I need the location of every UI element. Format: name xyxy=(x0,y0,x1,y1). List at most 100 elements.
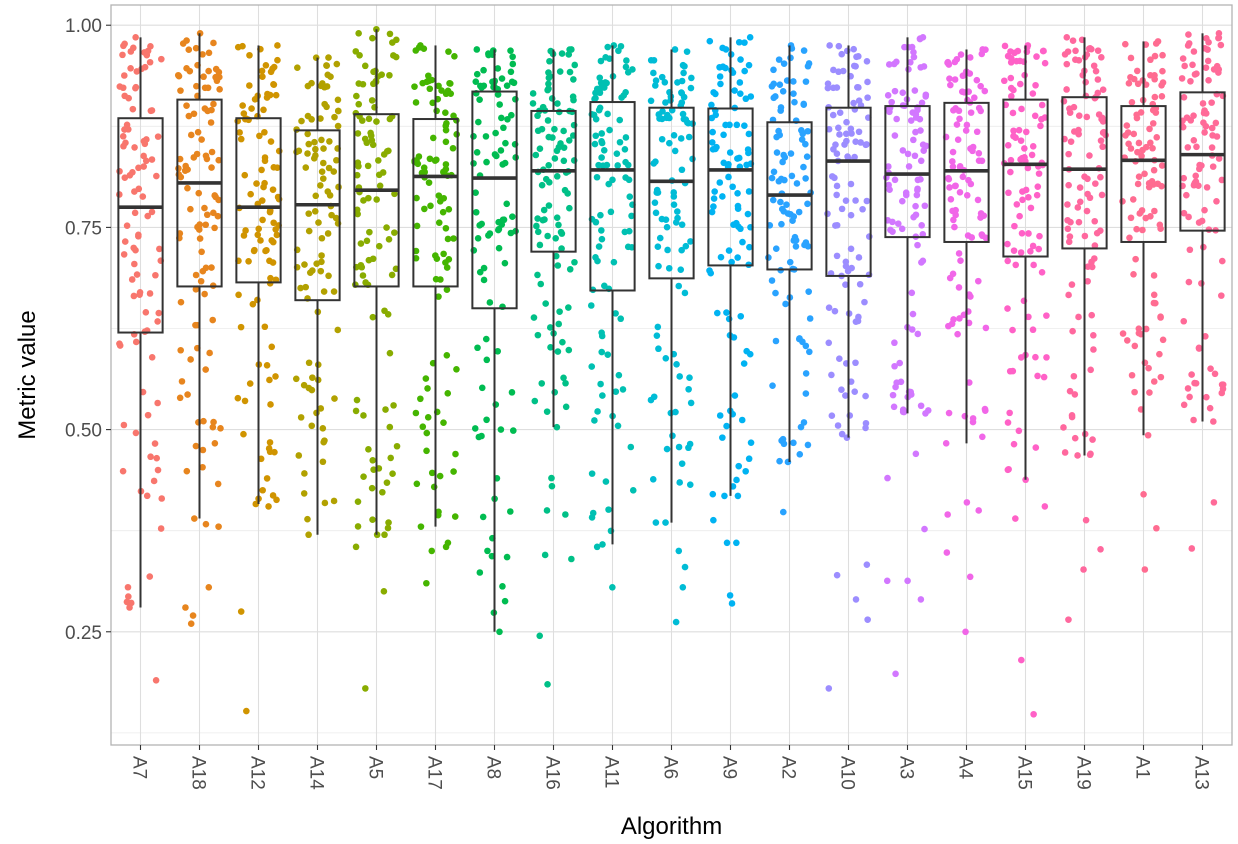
data-point xyxy=(781,154,789,161)
data-point xyxy=(850,99,857,107)
data-point xyxy=(1151,52,1159,60)
data-point xyxy=(411,83,418,90)
data-point xyxy=(362,685,369,692)
data-point xyxy=(770,168,778,176)
data-point xyxy=(258,67,266,75)
data-point xyxy=(320,288,328,295)
data-point xyxy=(202,366,209,373)
data-point xyxy=(1159,51,1166,59)
data-point xyxy=(1123,337,1131,344)
data-point xyxy=(610,258,618,266)
data-point xyxy=(428,547,436,555)
data-point xyxy=(706,267,713,274)
data-point xyxy=(423,78,431,86)
data-point xyxy=(1091,242,1099,249)
data-point xyxy=(955,250,963,257)
data-point xyxy=(362,279,369,286)
data-point xyxy=(373,196,380,203)
data-point xyxy=(184,166,191,173)
data-point xyxy=(211,192,219,199)
y-axis: 0.25 0.50 0.75 1.00 xyxy=(65,16,111,644)
data-point xyxy=(1133,114,1141,122)
data-point xyxy=(217,425,224,432)
data-point xyxy=(1215,34,1222,42)
data-point xyxy=(896,359,903,367)
data-point xyxy=(131,144,138,151)
data-point xyxy=(1065,291,1072,299)
data-point xyxy=(412,99,420,106)
data-point xyxy=(319,175,327,182)
data-point xyxy=(1069,327,1076,335)
data-point xyxy=(200,417,207,425)
data-point xyxy=(566,265,574,273)
data-point xyxy=(357,240,365,247)
data-point xyxy=(556,68,564,75)
data-point xyxy=(1071,391,1079,398)
data-point xyxy=(659,108,666,115)
data-point xyxy=(804,200,811,208)
data-point xyxy=(368,97,376,104)
data-point xyxy=(536,632,544,640)
data-point xyxy=(686,374,693,382)
data-point xyxy=(681,563,689,571)
data-point xyxy=(825,125,833,133)
data-point xyxy=(673,361,680,368)
data-point xyxy=(201,84,209,92)
data-point xyxy=(656,115,663,122)
data-point xyxy=(1218,257,1226,265)
data-point xyxy=(733,476,740,484)
data-point xyxy=(1082,78,1089,86)
data-point xyxy=(250,247,258,255)
data-point xyxy=(475,118,482,126)
data-point xyxy=(1032,444,1040,451)
data-point xyxy=(294,64,301,71)
data-point xyxy=(1150,378,1158,385)
data-point xyxy=(622,89,629,96)
data-point xyxy=(596,74,604,82)
data-point xyxy=(501,597,509,605)
data-point xyxy=(622,134,630,141)
data-point xyxy=(367,129,374,137)
data-point xyxy=(686,481,694,488)
data-point xyxy=(1098,191,1106,199)
data-point xyxy=(1010,440,1018,448)
data-point xyxy=(680,115,688,123)
data-point xyxy=(835,42,843,50)
box-iqr xyxy=(1061,96,1108,250)
data-point xyxy=(1092,180,1099,187)
data-point xyxy=(592,218,600,226)
data-point xyxy=(884,474,891,482)
data-point xyxy=(902,191,910,199)
data-point xyxy=(662,354,670,362)
data-point xyxy=(743,347,750,355)
data-point xyxy=(597,79,605,87)
data-point xyxy=(952,206,959,214)
data-point xyxy=(480,66,487,74)
data-point xyxy=(453,365,460,373)
data-point xyxy=(1017,80,1024,88)
data-point xyxy=(979,433,986,441)
data-point xyxy=(426,155,434,163)
data-point xyxy=(949,270,957,278)
data-point xyxy=(624,243,632,251)
data-point xyxy=(1188,371,1195,378)
data-point xyxy=(770,80,778,88)
data-point xyxy=(184,391,191,398)
box-iqr xyxy=(589,101,636,292)
data-point xyxy=(305,359,313,367)
data-point xyxy=(899,408,907,416)
data-point xyxy=(538,181,546,189)
data-point xyxy=(597,211,604,219)
data-point xyxy=(1074,204,1082,211)
data-point xyxy=(501,259,509,267)
data-point xyxy=(918,259,925,266)
data-point xyxy=(411,158,418,166)
data-point xyxy=(476,569,484,576)
data-point xyxy=(370,466,377,473)
data-point xyxy=(263,362,271,369)
data-point xyxy=(1029,242,1037,250)
data-point xyxy=(1035,170,1043,177)
data-point xyxy=(598,154,605,161)
data-point xyxy=(135,233,142,240)
